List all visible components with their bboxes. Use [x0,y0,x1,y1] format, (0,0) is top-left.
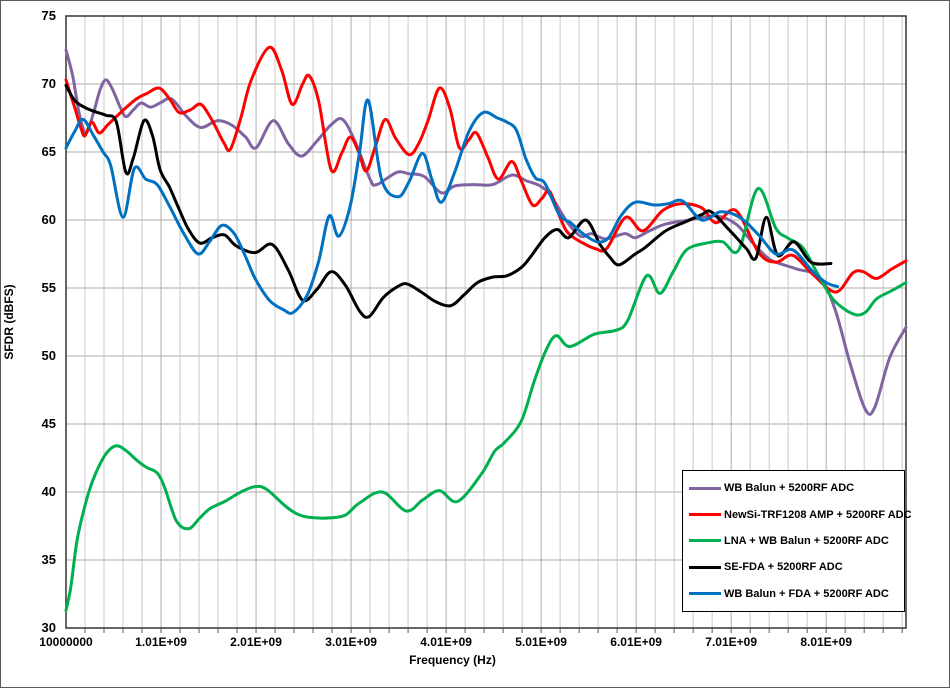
legend-item: WB Balun + FDA + 5200RF ADC [689,588,904,600]
y-tick-label: 60 [42,212,56,227]
y-tick-label: 65 [42,144,56,159]
legend-item: LNA + WB Balun + 5200RF ADC [689,535,904,547]
plot-border [65,15,907,629]
x-tick-label: 4.01E+09 [420,635,472,649]
legend-item: NewSi-TRF1208 AMP + 5200RF ADC [689,509,912,521]
legend-line-swatch-green [689,539,721,543]
y-tick-label: 50 [42,348,56,363]
x-tick-label: 2.01E+09 [230,635,282,649]
x-tick-label: 5.01E+09 [515,635,567,649]
series-line-4 [64,98,840,315]
y-tick-label: 70 [42,76,56,91]
series-line-3 [64,83,833,319]
legend-line-swatch-black [689,565,721,569]
series-line-0 [64,48,908,416]
legend: WB Balun + 5200RF ADC NewSi-TRF1208 AMP … [682,470,912,612]
legend-label: WB Balun + 5200RF ADC [724,482,855,495]
legend-label: WB Balun + FDA + 5200RF ADC [724,587,889,600]
x-axis-title: Frequency (Hz) [409,653,496,667]
legend-item: SE-FDA + 5200RF ADC [689,561,904,573]
x-tick-label: 7.01E+09 [705,635,757,649]
y-tick-label: 30 [42,620,56,635]
legend-line-swatch-red [689,513,721,517]
legend-label: LNA + WB Balun + 5200RF ADC [724,534,889,547]
y-axis-title: SFDR (dBFS) [2,284,16,360]
y-tick-label: 55 [42,280,56,295]
legend-label: SE-FDA + 5200RF ADC [724,561,843,574]
x-tick-label: 8.01E+09 [800,635,852,649]
series-line-2 [64,187,908,612]
legend-line-swatch-purple [689,486,721,490]
legend-line-swatch-blue [689,592,721,596]
y-tick-label: 75 [42,8,56,23]
y-tick-label: 40 [42,484,56,499]
y-tick-label: 45 [42,416,56,431]
x-tick-label: 6.01E+09 [610,635,662,649]
legend-item: WB Balun + 5200RF ADC [689,482,904,494]
legend-label: NewSi-TRF1208 AMP + 5200RF ADC [724,508,912,521]
y-tick-label: 35 [42,552,56,567]
x-tick-label: 1.01E+09 [135,635,187,649]
x-tick-label: 10000000 [39,635,93,649]
x-tick-label: 3.01E+09 [325,635,377,649]
